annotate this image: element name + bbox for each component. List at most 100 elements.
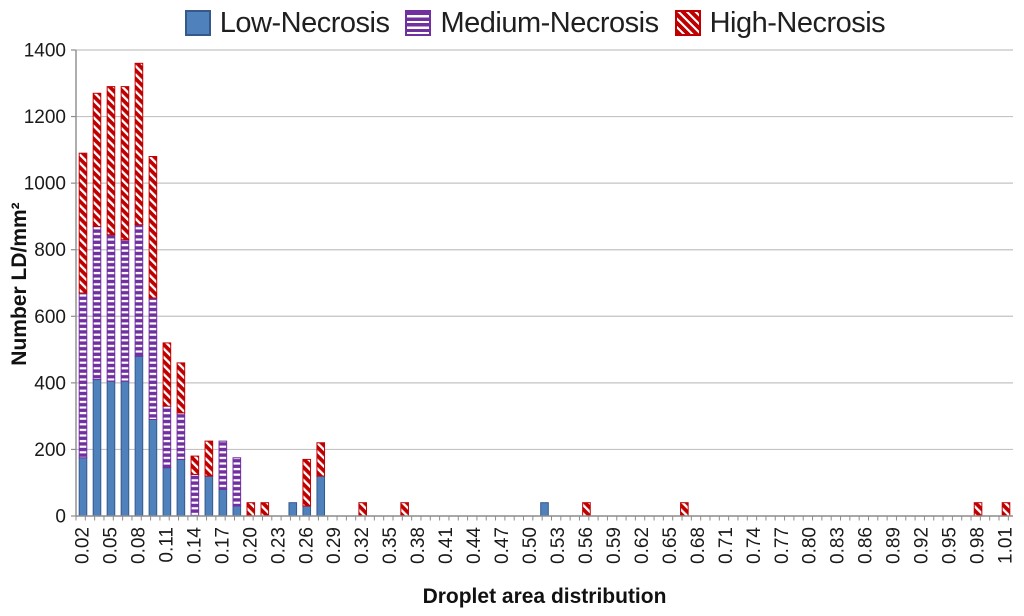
x-tick-label: 0.80 (800, 527, 821, 564)
y-tick-label: 1000 (24, 174, 66, 195)
y-tick-label: 200 (34, 440, 66, 461)
bar-segment-high-0.665 (680, 502, 689, 517)
x-tick-label: 0.74 (744, 527, 765, 564)
bar-segment-high-0.14 (190, 455, 200, 475)
x-tick-label: 0.14 (184, 527, 205, 564)
bar-segment-high-0.125 (176, 362, 186, 414)
bar-segment-medium-0.17 (218, 440, 228, 490)
bar-segment-low-0.125 (176, 458, 186, 517)
x-tick-label: 0.35 (380, 527, 401, 564)
y-tick-label: 0 (55, 507, 66, 528)
legend-item-medium: Medium-Necrosis (405, 6, 659, 40)
y-tick-label: 800 (34, 240, 66, 261)
bar-segment-low-0.515 (540, 502, 549, 517)
legend-label-medium: Medium-Necrosis (440, 6, 659, 39)
bar-segment-medium-0.11 (162, 405, 172, 469)
x-tick-label: 0.17 (212, 527, 233, 564)
x-tick-label: 0.95 (940, 527, 961, 564)
bar-segment-high-0.08 (134, 62, 144, 226)
bar-segment-high-0.065 (120, 86, 130, 241)
bar-segment-low-0.26 (302, 505, 312, 517)
bar-segment-medium-0.065 (120, 239, 130, 382)
x-tick-label: 1.01 (996, 527, 1017, 564)
y-tick-label: 400 (34, 373, 66, 394)
x-tick-label: 0.20 (240, 527, 261, 564)
bar-segment-high-0.2 (246, 502, 256, 517)
bar-segment-medium-0.185 (232, 457, 242, 507)
y-tick-label: 1200 (24, 107, 66, 128)
bar-segment-low-0.245 (288, 502, 298, 517)
x-tick-label: 0.92 (912, 527, 933, 564)
x-tick-label: 0.77 (772, 527, 793, 564)
y-tick-label: 1400 (24, 41, 66, 62)
x-axis-title: Droplet area distribution (422, 585, 667, 608)
x-tick-label: 0.56 (576, 527, 597, 564)
x-tick-label: 0.41 (436, 527, 457, 564)
bar-segment-high-0.11 (162, 342, 172, 407)
bar-segment-high-0.035 (92, 92, 102, 227)
low-necrosis-swatch-icon (184, 10, 211, 36)
bar-segment-high-0.275 (316, 442, 326, 477)
high-necrosis-swatch-icon (674, 10, 701, 36)
bar-segment-high-0.095 (148, 156, 158, 299)
x-tick-label: 0.32 (352, 527, 373, 564)
bar-segment-medium-0.095 (148, 297, 158, 420)
x-tick-label: 0.08 (128, 527, 149, 564)
x-tick-label: 0.23 (268, 527, 289, 564)
x-tick-label: 0.50 (520, 527, 541, 564)
bar-segment-medium-0.125 (176, 412, 186, 460)
bar-segment-medium-0.05 (106, 234, 116, 382)
bar-segment-medium-0.14 (190, 473, 200, 517)
bar-segment-low-0.02 (78, 457, 88, 517)
x-tick-label: 0.05 (100, 527, 121, 564)
bar-segment-high-0.155 (204, 440, 214, 477)
x-tick-label: 0.53 (548, 527, 569, 564)
x-tick-label: 0.26 (296, 527, 317, 564)
x-tick-label: 0.86 (856, 527, 877, 564)
x-tick-label: 0.11 (156, 527, 177, 563)
x-tick-label: 0.71 (716, 527, 737, 564)
legend: Low-Necrosis Medium-Necrosis High-Necros… (60, 2, 1010, 44)
medium-necrosis-swatch-icon (405, 10, 432, 36)
legend-label-low: Low-Necrosis (219, 6, 390, 39)
bar-segment-low-0.035 (92, 379, 102, 517)
x-tick-label: 0.83 (828, 527, 849, 564)
bar-segment-low-0.095 (148, 418, 158, 517)
bar-segment-low-0.11 (162, 467, 172, 517)
x-tick-label: 0.02 (72, 527, 93, 564)
legend-label-high: High-Necrosis (709, 6, 886, 39)
bar-segment-medium-0.02 (78, 292, 88, 459)
y-tick-label: 600 (34, 307, 66, 328)
x-tick-label: 0.62 (632, 527, 653, 564)
bar-segment-high-0.26 (302, 458, 312, 507)
bar-segment-low-0.275 (316, 475, 326, 517)
bar-segment-high-0.215 (260, 502, 270, 517)
x-tick-label: 0.89 (884, 527, 905, 564)
legend-item-low: Low-Necrosis (184, 6, 390, 40)
x-tick-label: 0.29 (324, 527, 345, 564)
bar-segment-high-0.56 (582, 502, 591, 517)
legend-item-high: High-Necrosis (674, 6, 886, 40)
bar-segment-low-0.17 (218, 488, 228, 517)
bar-segment-high-0.02 (78, 152, 88, 294)
bar-segment-low-0.08 (134, 355, 144, 517)
x-tick-label: 0.38 (408, 527, 429, 564)
x-tick-label: 0.59 (604, 527, 625, 564)
x-tick-label: 0.68 (688, 527, 709, 564)
bar-segment-low-0.05 (106, 380, 116, 517)
x-tick-label: 0.47 (492, 527, 513, 564)
bar-segment-high-0.98 (973, 502, 983, 517)
bar-segment-high-0.05 (106, 86, 116, 236)
x-tick-label: 0.44 (464, 527, 485, 564)
bar-segment-high-1.01 (1001, 502, 1011, 517)
y-axis-title: Number LD/mm² (8, 202, 31, 366)
bar-segment-medium-0.08 (134, 224, 144, 357)
x-tick-label: 0.98 (968, 527, 989, 564)
bar-segment-low-0.155 (204, 475, 214, 517)
x-tick-label: 0.65 (660, 527, 681, 564)
bar-segment-low-0.065 (120, 380, 130, 517)
bar-segment-medium-0.035 (92, 225, 102, 381)
bar-segment-low-0.185 (232, 505, 242, 517)
